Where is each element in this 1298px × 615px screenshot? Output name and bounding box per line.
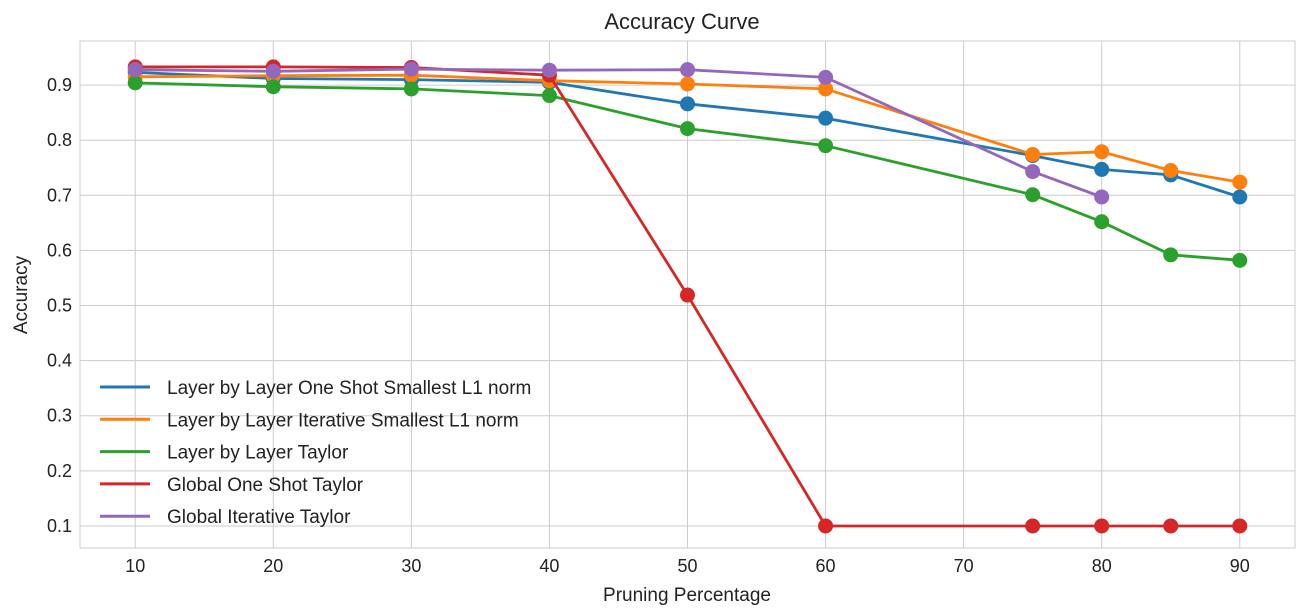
plot-frame	[79, 40, 1296, 549]
data-point	[1094, 161, 1110, 177]
data-point	[1025, 187, 1041, 203]
data-point	[818, 81, 834, 97]
y-tick-label: 0.1	[47, 516, 72, 536]
data-point	[1094, 144, 1110, 160]
x-tick-label: 70	[954, 556, 974, 576]
series-line	[133, 71, 1242, 199]
chart-title: Accuracy Curve	[604, 9, 759, 34]
x-tick-label: 50	[677, 556, 697, 576]
data-point	[1025, 164, 1041, 180]
series-3	[127, 75, 1248, 268]
data-point	[403, 81, 419, 97]
data-point	[680, 76, 695, 92]
legend-item: Layer by Layer Iterative Smallest L1 nor…	[100, 410, 519, 431]
data-point	[818, 518, 834, 534]
y-tick-label: 0.9	[47, 75, 72, 95]
series-line	[133, 67, 1104, 199]
data-point	[403, 61, 419, 77]
series-line	[133, 65, 1242, 528]
data-point	[818, 110, 834, 126]
y-tick-label: 0.4	[47, 351, 72, 371]
y-tick-label: 0.7	[47, 185, 72, 205]
data-point	[265, 63, 281, 79]
y-axis-ticks: 0.1 0.2 0.3 0.4 0.5 0.6 0.7 0.8 0.9	[47, 75, 72, 536]
series-layer	[127, 59, 1248, 534]
data-point	[1232, 252, 1248, 268]
data-point	[1163, 247, 1179, 263]
x-tick-label: 60	[816, 556, 836, 576]
data-point	[1232, 189, 1248, 205]
data-point	[1094, 214, 1110, 230]
data-point	[680, 96, 695, 112]
data-point	[1094, 189, 1110, 205]
data-point	[1232, 174, 1248, 190]
data-point	[265, 79, 281, 95]
series-line	[133, 81, 1242, 262]
x-tick-label: 30	[401, 556, 421, 576]
x-tick-label: 90	[1230, 556, 1250, 576]
legend-item: Global Iterative Taylor	[100, 507, 351, 528]
y-tick-label: 0.8	[47, 130, 72, 150]
y-axis-label: Accuracy	[11, 255, 32, 334]
legend-label: Global Iterative Taylor	[167, 507, 351, 528]
y-tick-label: 0.6	[47, 240, 72, 260]
series-5	[127, 61, 1110, 205]
data-point	[1232, 518, 1248, 534]
legend: Layer by Layer One Shot Smallest L1 norm…	[100, 378, 531, 528]
y-tick-label: 0.2	[47, 461, 72, 481]
legend-label: Layer by Layer Taylor	[167, 443, 349, 464]
x-axis-label: Pruning Percentage	[603, 585, 771, 606]
legend-item: Layer by Layer Taylor	[100, 443, 349, 464]
data-point	[818, 138, 834, 154]
legend-item: Layer by Layer One Shot Smallest L1 norm	[100, 378, 531, 399]
legend-item: Global One Shot Taylor	[100, 475, 364, 496]
legend-label: Layer by Layer One Shot Smallest L1 norm	[167, 378, 531, 399]
data-point	[541, 62, 557, 78]
legend-label: Layer by Layer Iterative Smallest L1 nor…	[167, 410, 519, 431]
x-tick-label: 20	[263, 556, 283, 576]
data-point	[680, 121, 695, 137]
series-line	[133, 73, 1242, 184]
x-tick-label: 10	[125, 556, 145, 576]
data-point	[1163, 163, 1179, 179]
data-point	[541, 88, 557, 104]
data-point	[1094, 518, 1110, 534]
y-tick-label: 0.5	[47, 296, 72, 316]
y-tick-label: 0.3	[47, 406, 72, 426]
x-axis-ticks: 10 20 30 40 50 60 70 80 90	[125, 556, 1250, 576]
data-point	[127, 75, 143, 91]
data-point	[1025, 147, 1041, 163]
legend-label: Global One Shot Taylor	[167, 475, 364, 496]
data-point	[1163, 518, 1179, 534]
data-point	[680, 287, 695, 303]
x-tick-label: 40	[539, 556, 559, 576]
data-point	[680, 62, 695, 78]
data-point	[818, 69, 834, 85]
data-point	[127, 62, 143, 78]
x-tick-label: 80	[1092, 556, 1112, 576]
data-point	[1025, 518, 1041, 534]
